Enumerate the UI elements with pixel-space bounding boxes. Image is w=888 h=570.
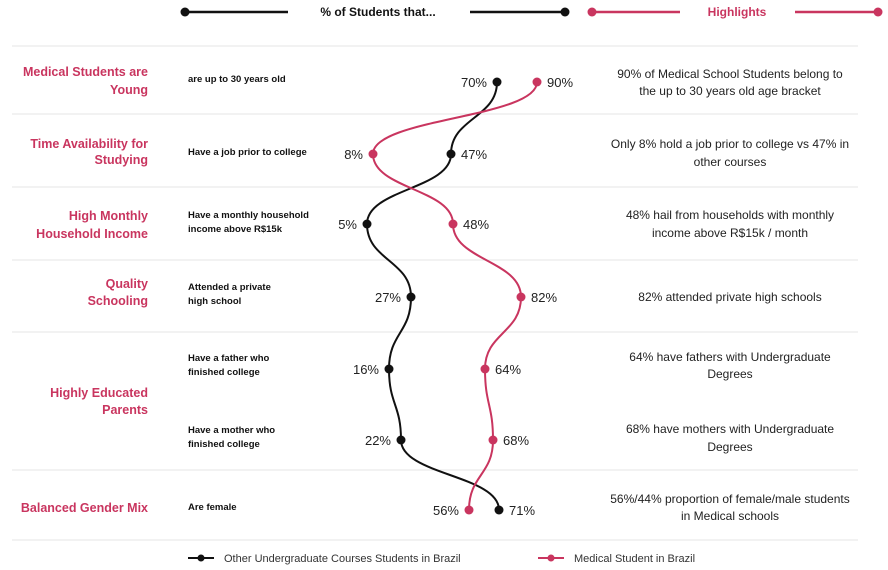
category-label: Parents [102,403,148,417]
row-description: are up to 30 years old [188,74,286,85]
point-medical [516,292,526,302]
legend-dot-medical [547,554,555,562]
value-label-medical: 56% [433,503,459,518]
category-label: Schooling [88,294,148,308]
value-label-other: 22% [365,433,391,448]
point-medical [532,77,542,87]
value-label-medical: 68% [503,433,529,448]
legend-label-medical: Medical Student in Brazil [574,553,695,565]
category-label: Quality [106,277,148,291]
highlight-text: 82% attended private high schools [638,290,821,304]
highlight-text: Degrees [707,367,752,381]
value-label-medical: 82% [531,290,557,305]
series-layer: 70% 47% 5% 27% 16% 22% 71% 90% 8% 48% 82% 64% 68% 56% [338,75,573,518]
header-left-dot-b [560,7,570,17]
row-description: Attended a private [188,282,271,293]
value-label-medical: 64% [495,362,521,377]
row-description: income above R$15k [188,224,283,235]
value-label-other: 47% [461,147,487,162]
point-medical [448,219,458,229]
category-label: Highly Educated [50,386,148,400]
highlight-text: 56%/44% proportion of female/male studen… [610,492,849,506]
header-right-title: Highlights [708,5,767,19]
highlight-text: 48% hail from households with monthly [626,208,834,222]
row-description: Have a monthly household [188,210,309,221]
header-right-dot-b [873,7,883,17]
highlight-text: other courses [694,155,767,169]
series-line-medical [371,81,538,511]
highlight-text: 90% of Medical School Students belong to [617,67,843,81]
point-other [494,505,504,515]
legend-item-other: Other Undergraduate Courses Students in … [188,553,461,565]
legend: Other Undergraduate Courses Students in … [188,553,695,565]
category-label: Time Availability for [30,137,148,151]
value-label-other: 71% [509,503,535,518]
row-separators [12,45,858,541]
header-left-dot-a [180,7,190,17]
value-label-other: 70% [461,75,487,90]
row-description: Have a job prior to college [188,147,307,158]
row-description: finished college [188,367,260,378]
row-description: Are female [188,502,237,513]
point-other [446,149,456,159]
legend-dot-other [197,554,205,562]
point-medical [464,505,474,515]
value-label-other: 27% [375,290,401,305]
highlight-text: the up to 30 years old age bracket [639,84,821,98]
header-left-title: % of Students that... [320,5,435,19]
value-label-other: 5% [338,217,357,232]
value-label-medical: 90% [547,75,573,90]
category-label: Young [110,83,148,97]
header-right: Highlights [587,5,883,19]
category-label: Studying [95,153,148,167]
row-description: finished college [188,439,260,450]
point-medical [488,435,498,445]
legend-item-medical: Medical Student in Brazil [538,553,695,565]
point-other [384,364,394,374]
value-label-medical: 48% [463,217,489,232]
highlights: 90% of Medical School Students belong to… [610,67,849,523]
value-label-other: 16% [353,362,379,377]
category-label: High Monthly [69,209,148,223]
row-description: Have a mother who [188,425,275,436]
highlight-text: income above R$15k / month [652,226,808,240]
point-medical [368,149,378,159]
highlight-text: 68% have mothers with Undergraduate [626,422,834,436]
category-labels: Medical Students are Young Time Availabi… [21,65,148,515]
point-other [362,219,372,229]
row-description: Have a father who [188,353,269,364]
row-descriptions: are up to 30 years old Have a job prior … [188,74,309,513]
row-description: high school [188,296,241,307]
value-label-medical: 8% [344,147,363,162]
header-left: % of Students that... [180,5,570,19]
header-right-dot-a [587,7,597,17]
highlight-text: in Medical schools [681,509,779,523]
highlight-text: Degrees [707,440,752,454]
point-other [406,292,416,302]
point-medical [480,364,490,374]
category-label: Household Income [36,227,148,241]
point-other [396,435,406,445]
category-label: Medical Students are [23,65,148,79]
legend-label-other: Other Undergraduate Courses Students in … [224,553,461,565]
highlight-text: 64% have fathers with Undergraduate [629,350,831,364]
highlight-text: Only 8% hold a job prior to college vs 4… [611,137,849,151]
point-other [492,77,502,87]
category-label: Balanced Gender Mix [21,501,148,515]
